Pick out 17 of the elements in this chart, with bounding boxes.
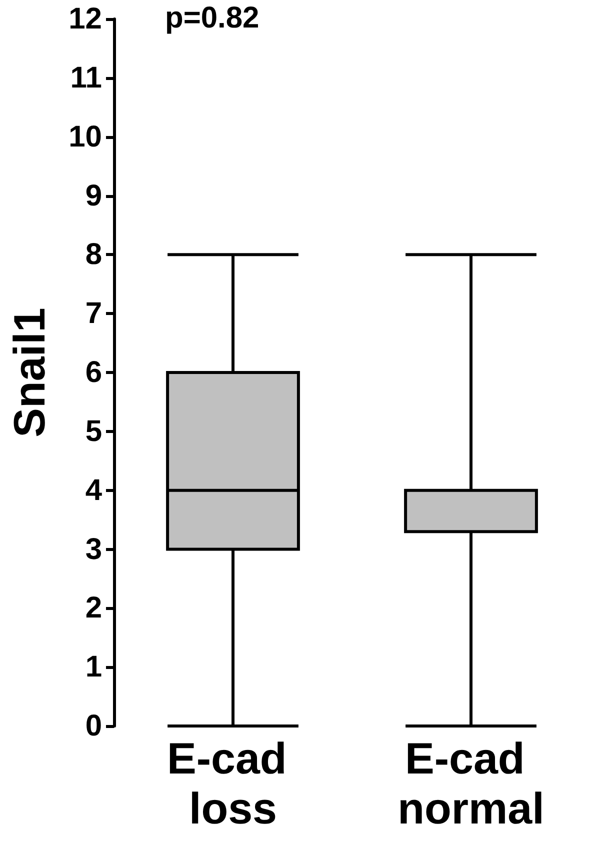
y-tick-label: 12: [68, 2, 102, 36]
y-tick-label: 10: [68, 120, 102, 154]
x-tick-label: E-cad normal: [398, 734, 544, 834]
x-tick-label: E-cad loss: [166, 734, 300, 834]
y-axis-title: Snail1: [6, 308, 54, 438]
y-tick-label: 5: [85, 414, 102, 448]
y-tick-label: 6: [85, 356, 102, 389]
y-tick-label: 3: [85, 532, 102, 566]
y-tick-label: 4: [85, 474, 102, 507]
y-tick-label: 0: [85, 710, 102, 742]
y-tick-label: 8: [85, 238, 102, 272]
y-tick-label: 1: [85, 650, 102, 684]
annotation: p=0.82: [165, 2, 260, 34]
y-tick-label: 2: [85, 592, 102, 625]
y-tick-label: 9: [85, 179, 102, 212]
y-tick-label: 7: [85, 297, 102, 330]
y-tick-label: 11: [70, 61, 102, 94]
